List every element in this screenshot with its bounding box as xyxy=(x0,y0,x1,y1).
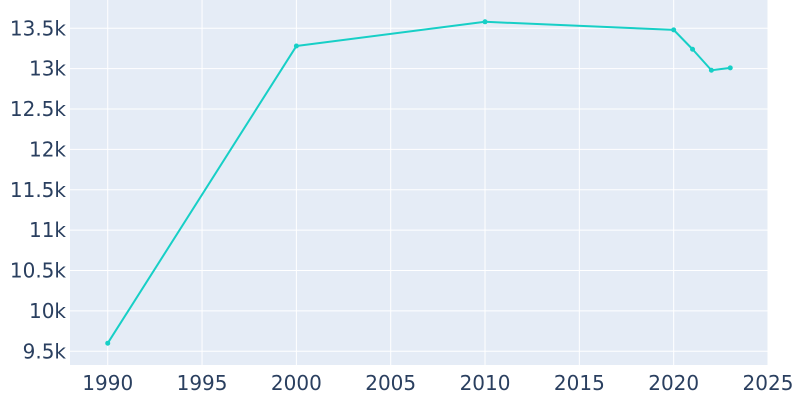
y-tick-label: 11.5k xyxy=(10,178,67,202)
x-tick-label: 2020 xyxy=(648,371,699,395)
y-axis: 9.5k 10k 10.5k 11k 11.5k 12k 12.5k 13k 13.5k xyxy=(10,16,67,363)
x-tick-label: 2015 xyxy=(554,371,605,395)
y-tick-label: 12.5k xyxy=(10,97,67,121)
data-point xyxy=(482,19,488,25)
data-point xyxy=(105,340,111,346)
y-tick-label: 10.5k xyxy=(10,259,67,283)
x-tick-label: 2005 xyxy=(365,371,416,395)
y-tick-label: 11k xyxy=(29,218,66,242)
y-tick-label: 10k xyxy=(29,299,66,323)
y-tick-label: 13.5k xyxy=(10,16,67,40)
series-layer xyxy=(105,19,733,346)
x-tick-label: 2000 xyxy=(271,371,322,395)
data-point xyxy=(708,67,714,73)
x-axis: 1990 1995 2000 2005 2010 2015 2020 2025 xyxy=(82,371,793,395)
data-point xyxy=(671,27,677,33)
data-point xyxy=(727,65,733,71)
data-point xyxy=(690,46,696,52)
y-tick-label: 9.5k xyxy=(23,339,67,363)
x-tick-label: 1990 xyxy=(82,371,133,395)
x-tick-label: 2010 xyxy=(460,371,511,395)
y-tick-label: 13k xyxy=(29,57,66,81)
grid xyxy=(70,0,769,365)
x-tick-label: 1995 xyxy=(177,371,228,395)
x-tick-label: 2025 xyxy=(743,371,794,395)
y-tick-label: 12k xyxy=(29,137,66,161)
plot-area xyxy=(70,0,768,365)
data-point xyxy=(293,43,299,49)
